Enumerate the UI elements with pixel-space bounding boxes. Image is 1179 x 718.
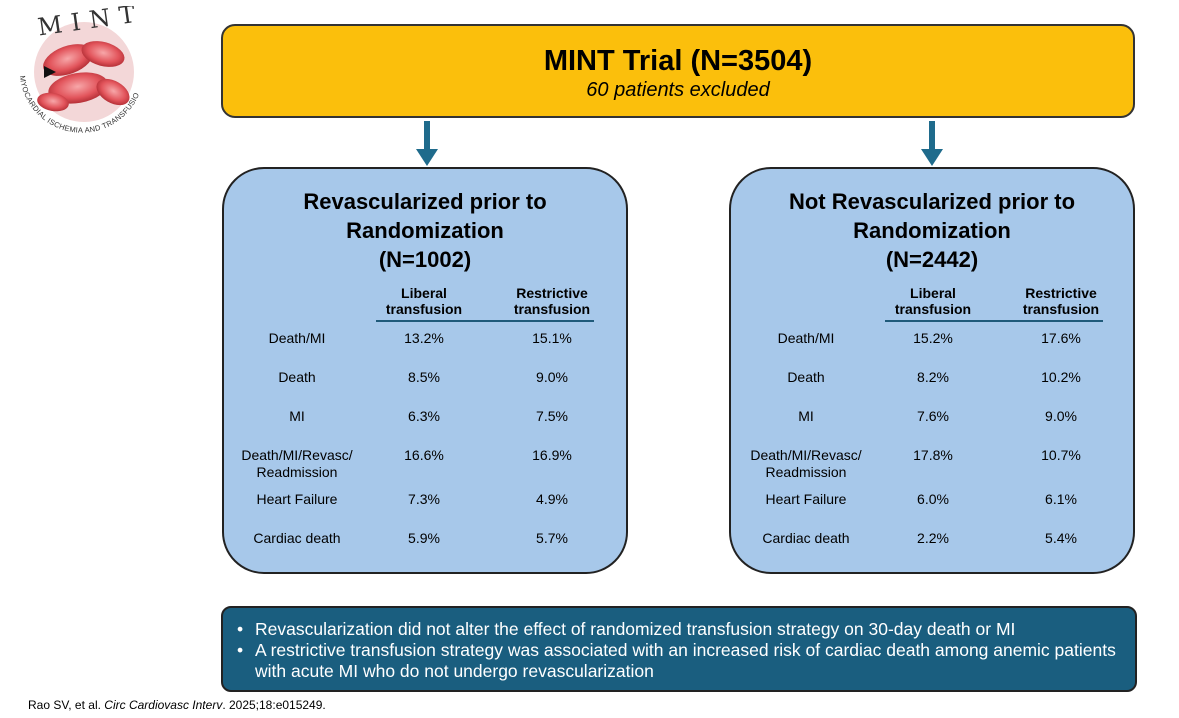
- row-label: MI: [289, 408, 305, 424]
- summary-bullet: Revascularization did not alter the effe…: [235, 619, 1123, 640]
- cell-liberal: 5.9%: [408, 530, 440, 546]
- cell-liberal: 8.5%: [408, 369, 440, 385]
- trial-subtitle: 60 patients excluded: [586, 79, 770, 101]
- cell-liberal: 8.2%: [917, 369, 949, 385]
- summary-bullet: A restrictive transfusion strategy was a…: [235, 640, 1123, 682]
- arrow-down-icon: [921, 121, 943, 166]
- header-rule: [885, 320, 1103, 322]
- row-label: Death/MI/Revasc/Readmission: [241, 447, 353, 480]
- cell-restrictive: 9.0%: [1045, 408, 1077, 424]
- cell-restrictive: 9.0%: [536, 369, 568, 385]
- cell-liberal: 7.3%: [408, 491, 440, 507]
- cell-restrictive: 4.9%: [536, 491, 568, 507]
- column-header-restrictive: Restrictive transfusion: [1022, 285, 1100, 317]
- row-label: Heart Failure: [765, 491, 847, 507]
- row-label: Death: [787, 369, 825, 385]
- arrow-down-icon: [416, 121, 438, 166]
- row-label: MI: [798, 408, 814, 424]
- cell-restrictive: 7.5%: [536, 408, 568, 424]
- cell-liberal: 15.2%: [913, 330, 953, 346]
- cell-restrictive: 17.6%: [1041, 330, 1081, 346]
- row-label: Death/MI: [268, 330, 326, 346]
- panel-title: Revascularized prior to Randomization (N…: [303, 189, 547, 272]
- cell-restrictive: 5.7%: [536, 530, 568, 546]
- revascularized-panel: Revascularized prior to Randomization (N…: [222, 167, 628, 574]
- header-rule: [376, 320, 594, 322]
- cell-restrictive: 15.1%: [532, 330, 572, 346]
- row-label: Heart Failure: [256, 491, 338, 507]
- cell-restrictive: 16.9%: [532, 447, 572, 463]
- cell-liberal: 16.6%: [404, 447, 444, 463]
- row-label: Death/MI/Revasc/Readmission: [750, 447, 862, 480]
- row-label: Cardiac death: [762, 530, 850, 546]
- cell-liberal: 7.6%: [917, 408, 949, 424]
- row-label: Cardiac death: [253, 530, 341, 546]
- column-header-restrictive: Restrictive transfusion: [513, 285, 591, 317]
- cell-restrictive: 5.4%: [1045, 530, 1077, 546]
- cell-liberal: 13.2%: [404, 330, 444, 346]
- not-revascularized-panel: Not Revascularized prior to Randomizatio…: [729, 167, 1135, 574]
- mint-logo: MINT MYOCARDIAL ISCHEMIA AND TRANSFUSION: [8, 6, 146, 135]
- cell-liberal: 6.0%: [917, 491, 949, 507]
- column-header-liberal: Liberal transfusion: [385, 285, 463, 317]
- cell-restrictive: 10.7%: [1041, 447, 1081, 463]
- cell-liberal: 17.8%: [913, 447, 953, 463]
- panel-title: Not Revascularized prior to Randomizatio…: [788, 189, 1076, 272]
- row-label: Death/MI: [777, 330, 835, 346]
- cell-restrictive: 10.2%: [1041, 369, 1081, 385]
- trial-title: MINT Trial (N=3504): [543, 45, 813, 77]
- cell-liberal: 2.2%: [917, 530, 949, 546]
- column-header-liberal: Liberal transfusion: [894, 285, 972, 317]
- summary-list: Revascularization did not alter the effe…: [235, 619, 1123, 682]
- row-label: Death: [278, 369, 316, 385]
- summary-box: Revascularization did not alter the effe…: [221, 606, 1137, 692]
- trial-box: MINT Trial (N=3504) 60 patients excluded: [221, 24, 1135, 118]
- citation: Rao SV, et al. Circ Cardiovasc Interv. 2…: [28, 698, 326, 712]
- cell-restrictive: 6.1%: [1045, 491, 1077, 507]
- cell-liberal: 6.3%: [408, 408, 440, 424]
